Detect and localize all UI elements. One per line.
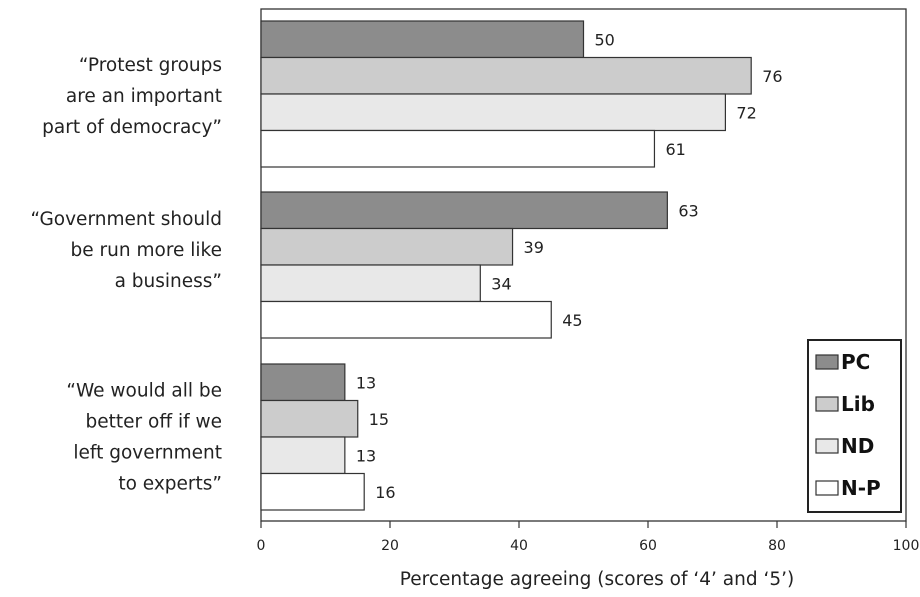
bar-value-label: 76 [762, 67, 782, 86]
x-tick-label: 40 [510, 538, 528, 554]
category-labels: “Protest groups are an important part of d… [31, 55, 222, 495]
category-label-line: to experts” [118, 474, 222, 495]
category-label-line: better off if we [86, 412, 223, 433]
x-tick-label: 20 [381, 538, 399, 554]
legend-swatch-n-p [815, 480, 839, 496]
bar-lib-cat1 [260, 56, 752, 95]
bars-group: 50 63 13 76 39 15 72 34 13 61 45 16 [260, 20, 783, 511]
bar-nd-cat2 [260, 264, 481, 303]
bar-lib-cat3 [260, 399, 359, 438]
x-axis-title: Percentage agreeing (scores of ‘4’ and ‘… [400, 569, 795, 590]
bar-value-label: 45 [562, 311, 582, 330]
bar-nd-cat1 [260, 93, 726, 132]
category-label-line: a business” [115, 271, 222, 292]
bar-pc-cat1 [260, 20, 585, 59]
bar-value-label: 16 [375, 483, 395, 502]
bar-value-label: 50 [595, 30, 615, 49]
category-label-line: part of democracy” [42, 117, 222, 138]
category-label-line: are an important [66, 86, 222, 107]
category-label-line: be run more like [71, 240, 222, 261]
bar-value-label: 13 [356, 446, 376, 465]
x-tick-label: 60 [639, 538, 657, 554]
x-tick-label: 0 [257, 538, 266, 554]
x-tick-label: 80 [768, 538, 786, 554]
bar-nd-cat3 [260, 436, 346, 475]
bar-value-label: 13 [356, 373, 376, 392]
bar-n-p-cat2 [260, 300, 552, 339]
legend-swatch-lib [815, 396, 839, 412]
bar-value-label: 61 [665, 140, 685, 159]
bar-value-label: 39 [524, 238, 544, 257]
category-label-line: left government [73, 443, 222, 464]
bar-value-label: 72 [736, 103, 756, 122]
x-tick-label: 100 [893, 538, 920, 554]
legend-swatch-pc [815, 354, 839, 370]
legend-label: N-P [841, 476, 881, 500]
bar-pc-cat2 [260, 191, 668, 230]
category-label-line: “Protest groups [79, 55, 222, 76]
legend-label: Lib [841, 392, 875, 416]
legend-label: ND [841, 434, 874, 458]
bar-lib-cat2 [260, 227, 514, 266]
bar-pc-cat3 [260, 363, 346, 402]
category-label-line: “We would all be [66, 381, 222, 402]
legend-label: PC [841, 350, 870, 374]
x-axis: 0 20 40 60 80 100 [257, 521, 920, 554]
bar-value-label: 63 [678, 201, 698, 220]
bar-value-label: 34 [491, 274, 511, 293]
bar-value-label: 15 [369, 410, 389, 429]
bar-n-p-cat3 [260, 472, 365, 511]
category-label-line: “Government should [31, 209, 222, 230]
legend-swatch-nd [815, 438, 839, 454]
legend: PC Lib ND N-P [807, 339, 902, 513]
bar-n-p-cat1 [260, 129, 656, 168]
